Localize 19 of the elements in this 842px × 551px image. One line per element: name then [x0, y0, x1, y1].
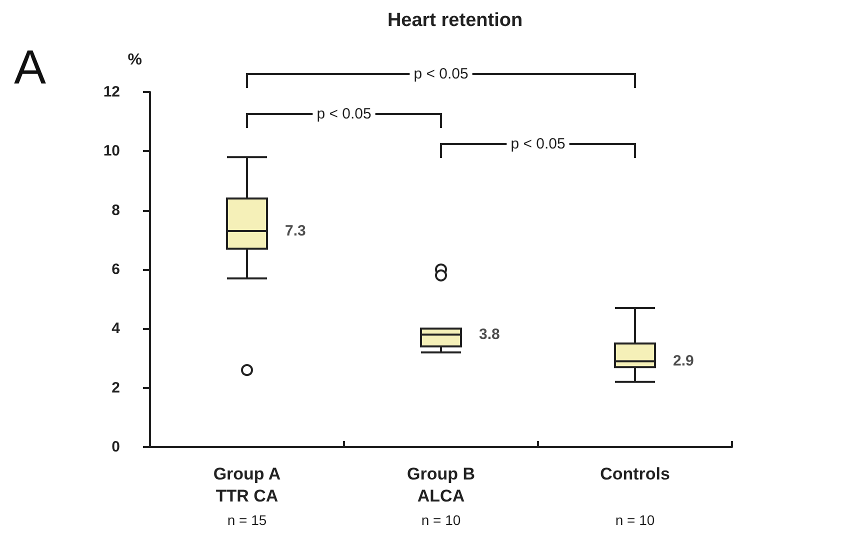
- category-label: Controls n = 10: [600, 464, 670, 528]
- y-tick-label: 10: [103, 142, 120, 160]
- chart-title: Heart retention: [387, 10, 523, 31]
- y-tick-label: 0: [112, 438, 120, 456]
- y-tick-label: 2: [112, 379, 120, 396]
- x-tick-label: Group A TTR CA n = 15: [213, 464, 281, 528]
- y-tick-label: 8: [112, 202, 120, 219]
- y-tick-label: 12: [103, 84, 120, 100]
- y-tick-label: 6: [112, 261, 120, 278]
- annotation: p < 0.05: [510, 136, 566, 152]
- y-axis-title: %: [128, 52, 142, 68]
- text: p < 0.05: [414, 66, 468, 82]
- text: A: [14, 42, 46, 94]
- text: 3.8: [479, 326, 500, 344]
- y-tick-label: 4: [112, 320, 121, 338]
- x-tick-label: Group B ALCA n = 10: [407, 464, 475, 528]
- text: 7.3: [285, 222, 306, 240]
- text: 2.9: [673, 352, 694, 370]
- annotation: p < 0.05: [316, 106, 372, 122]
